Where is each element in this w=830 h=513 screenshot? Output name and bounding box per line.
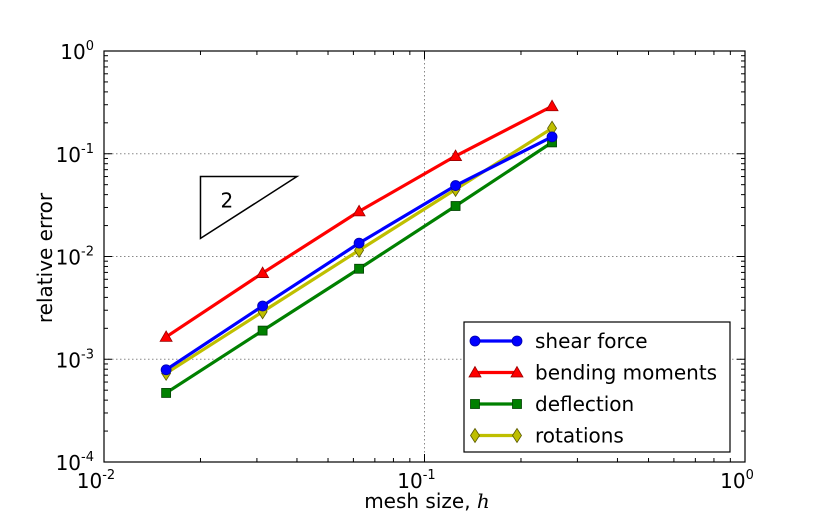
- x-tick-base: 10: [720, 469, 745, 493]
- x-tick-label: 100: [720, 468, 754, 493]
- x-axis-label: mesh size, h: [364, 489, 490, 513]
- x-tick-base: 10: [397, 469, 422, 493]
- data-point-bending-moments: [545, 99, 559, 112]
- x-axis-label-symbol: h: [477, 489, 490, 513]
- y-tick-label: 10-3: [56, 347, 94, 372]
- legend-marker: [512, 427, 522, 444]
- legend-label: bending moments: [535, 361, 717, 385]
- y-tick-exponent: -4: [81, 450, 94, 465]
- x-axis-label-text: mesh size,: [364, 489, 477, 513]
- legend-label: rotations: [535, 424, 624, 448]
- slope-annotation: 2: [199, 175, 300, 240]
- data-series: [159, 99, 559, 398]
- data-point-deflection: [257, 325, 268, 336]
- x-tick-exponent: -1: [423, 468, 436, 483]
- legend: shear force bending moments deflection rota…: [463, 321, 731, 453]
- data-point-shear-force: [450, 180, 461, 191]
- x-tick-exponent: -2: [102, 468, 115, 483]
- legend-box: [463, 321, 731, 453]
- y-tick-base: 10: [56, 348, 81, 372]
- y-tick-label: 10-1: [56, 142, 94, 167]
- legend-marker: [470, 399, 480, 409]
- data-point-shear-force: [546, 131, 558, 143]
- y-tick-label: 10-2: [56, 245, 94, 270]
- slope-label: 2: [220, 189, 233, 213]
- y-tick-exponent: 0: [86, 39, 94, 54]
- legend-marker: [512, 399, 522, 409]
- legend-item-deflection: deflection: [470, 392, 634, 416]
- legend-marker: [510, 365, 524, 378]
- y-tick-label: 100: [60, 39, 94, 64]
- legend-label: deflection: [535, 392, 634, 416]
- y-axis-label: relative error: [33, 192, 57, 323]
- slope-triangle: [199, 175, 300, 240]
- legend-marker: [469, 335, 481, 347]
- y-tick-exponent: -2: [81, 245, 94, 260]
- legend-marker: [470, 427, 480, 444]
- x-tick-label: 10-2: [77, 468, 115, 493]
- y-tick-base: 10: [56, 246, 81, 270]
- legend-item-shear-force: shear force: [469, 329, 648, 353]
- x-tick-label: 10-1: [397, 468, 435, 493]
- data-point-bending-moments: [352, 204, 366, 217]
- y-tick-base: 10: [60, 40, 85, 64]
- data-point-deflection: [450, 201, 461, 211]
- data-point-shear-force: [160, 364, 172, 376]
- legend-item-rotations: rotations: [470, 424, 624, 448]
- data-point-bending-moments: [448, 149, 463, 161]
- legend-marker: [468, 365, 482, 378]
- x-tick-exponent: 0: [746, 468, 754, 483]
- y-tick-exponent: -3: [81, 347, 94, 362]
- legend-label: shear force: [535, 329, 648, 353]
- y-tick-base: 10: [56, 143, 81, 167]
- x-tick-base: 10: [77, 469, 102, 493]
- data-point-shear-force: [353, 237, 365, 249]
- data-point-bending-moments: [159, 330, 173, 342]
- legend-marker: [511, 335, 523, 347]
- data-point-deflection: [161, 388, 172, 398]
- y-tick-exponent: -1: [81, 142, 94, 157]
- data-point-deflection: [354, 263, 364, 274]
- y-tick-base: 10: [56, 451, 81, 475]
- y-tick-label: 10-4: [56, 450, 94, 475]
- data-point-shear-force: [257, 300, 268, 312]
- legend-item-bending-moments: bending moments: [468, 361, 717, 385]
- data-point-bending-moments: [255, 266, 270, 278]
